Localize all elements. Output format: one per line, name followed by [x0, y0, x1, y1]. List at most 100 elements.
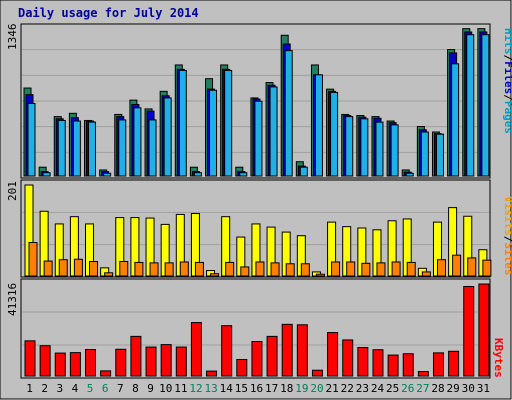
kbytes-max-label: 41316	[6, 283, 19, 316]
sites-bar	[255, 261, 265, 277]
kbytes-bar	[417, 371, 429, 377]
day-label: 18	[280, 382, 293, 395]
kbytes-bar	[387, 354, 399, 377]
kbytes-bar	[357, 346, 369, 377]
kbytes-panel: 41316 KBytes	[6, 278, 505, 379]
sites-bar	[194, 261, 204, 277]
legend-visits: Visits	[502, 196, 512, 236]
hits-bar	[375, 121, 384, 177]
day-label: 22	[341, 382, 354, 395]
kbytes-bar	[478, 283, 490, 377]
kbytes-bar	[372, 349, 384, 377]
x-axis-day-labels: 1 2 3 4 5 6 7 8 9 10 11 12 13 14 15 16 17 18 19 20 21 22 23 24 2…	[26, 382, 490, 395]
kbytes-bar	[448, 350, 460, 377]
sites-bar	[270, 262, 280, 277]
hits-bar	[466, 34, 475, 177]
day-label: 20	[310, 382, 323, 395]
kbytes-bar	[115, 348, 127, 377]
day-label: 13	[204, 382, 217, 395]
hits-bar	[390, 124, 399, 177]
kbytes-bar	[296, 324, 308, 377]
legend-hits: Pages	[502, 101, 512, 134]
day-label: 3	[57, 382, 64, 395]
hits-bar	[27, 102, 36, 177]
day-label: 6	[102, 382, 109, 395]
hits-bar	[209, 89, 218, 177]
sites-bar	[482, 259, 492, 277]
hits-bar	[103, 172, 112, 177]
sites-bar	[119, 261, 129, 277]
kbytes-bar	[342, 339, 354, 377]
day-label: 31	[477, 382, 490, 395]
sites-bar	[421, 271, 431, 277]
hits-bar	[284, 50, 293, 177]
kbytes-bar	[281, 323, 293, 377]
day-label: 5	[87, 382, 94, 395]
hits-bar	[88, 121, 97, 177]
day-label: 2	[41, 382, 48, 395]
hits-bar	[451, 63, 460, 177]
sites-bar	[58, 259, 68, 277]
hits-bar	[405, 172, 414, 177]
kbytes-bar	[206, 370, 218, 377]
day-label: 27	[416, 382, 429, 395]
day-label: 14	[220, 382, 234, 395]
day-label: 19	[295, 382, 308, 395]
day-label: 10	[159, 382, 172, 395]
hits-bar	[481, 34, 490, 177]
kbytes-bar	[221, 325, 233, 377]
kbytes-bar	[311, 369, 323, 377]
legend-slash: /	[502, 94, 512, 101]
sites-bar	[391, 261, 401, 277]
legend-pages: Hits	[502, 28, 512, 55]
sites-bar	[225, 261, 235, 277]
day-label: 4	[72, 382, 79, 395]
kbytes-bar	[432, 352, 444, 377]
kbytes-bar	[175, 346, 187, 377]
hits-bar	[345, 116, 354, 177]
visits-panel: 201 Visits/Sites	[6, 179, 512, 278]
legend-slash: /	[502, 236, 512, 243]
kbytes-bars	[24, 283, 490, 377]
day-label: 29	[447, 382, 460, 395]
kbytes-bar	[145, 346, 157, 377]
hits-bar	[118, 119, 127, 177]
legend-slash: /	[502, 55, 512, 62]
kbytes-bar	[39, 345, 51, 377]
sites-bar	[346, 261, 356, 277]
hits-bar	[420, 131, 429, 177]
day-label: 8	[132, 382, 139, 395]
day-label: 11	[174, 382, 187, 395]
sites-bar	[406, 261, 416, 277]
kbytes-legend: KBytes	[492, 338, 505, 378]
day-label: 21	[326, 382, 339, 395]
kbytes-bar	[266, 335, 278, 377]
day-label: 23	[356, 382, 369, 395]
hits-bar	[269, 86, 278, 177]
hits-bar	[57, 119, 66, 177]
kbytes-bar	[190, 322, 202, 377]
day-label: 25	[386, 382, 399, 395]
kbytes-bar	[463, 285, 475, 377]
kbytes-bar	[24, 340, 36, 377]
sites-bar	[452, 254, 462, 277]
kbytes-bar	[85, 349, 97, 377]
day-label: 7	[117, 382, 124, 395]
hits-bar	[42, 172, 51, 177]
visits-max-label: 201	[6, 181, 19, 201]
hits-panel: 1346 Hits/Files/Pages	[6, 23, 512, 179]
hits-bar	[239, 172, 248, 177]
kbytes-bar	[130, 335, 142, 377]
hits-bar	[163, 97, 172, 177]
day-label: 9	[147, 382, 154, 395]
sites-bar	[285, 263, 295, 277]
hits-bar	[360, 118, 369, 177]
hits-bar	[254, 100, 263, 177]
visits-bars	[24, 184, 492, 277]
sites-bar	[73, 258, 83, 277]
kbytes-bar	[100, 370, 112, 377]
day-label: 30	[462, 382, 475, 395]
day-label: 26	[401, 382, 414, 395]
day-label: 16	[250, 382, 263, 395]
